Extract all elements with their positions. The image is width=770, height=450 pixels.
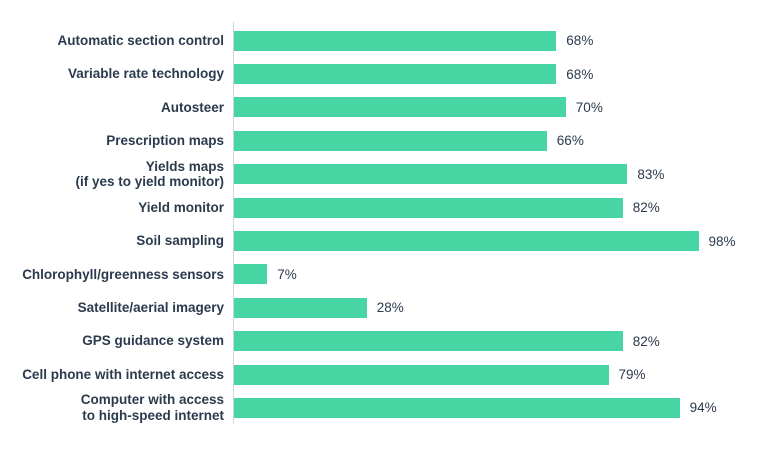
plot-area: 94% [233,397,770,418]
category-label: Automatic section control [57,32,224,48]
bar [234,164,628,185]
chart-row: Autosteer 70% [0,91,770,124]
category-label: Chlorophyll/greenness sensors [22,266,224,282]
chart-row: Cell phone with internet access 79% [0,358,770,391]
plot-area: 82% [233,197,770,218]
bar [234,30,557,51]
chart-row: Prescription maps 66% [0,124,770,157]
bar [234,130,547,151]
category-label: Yield monitor [138,199,224,215]
bar [234,197,623,218]
category-label: Variable rate technology [67,66,224,82]
plot-area: 70% [233,97,770,118]
value-label: 68% [566,33,594,49]
plot-area: 68% [233,64,770,85]
chart-row: Yield monitor 82% [0,191,770,224]
category-label: Cell phone with internet access [22,366,224,382]
bar-chart: Automatic section control 68% Variable r… [0,24,770,425]
value-label: 94% [689,400,717,416]
value-label: 7% [277,266,297,282]
chart-row: Computer with access to high-speed inter… [0,391,770,424]
value-label: 79% [618,367,646,383]
value-label: 68% [566,66,594,82]
plot-area: 83% [233,164,770,185]
value-label: 98% [708,233,736,249]
value-label: 70% [575,99,603,115]
chart-row: Automatic section control 68% [0,24,770,57]
plot-area: 79% [233,364,770,385]
plot-area: 98% [233,231,770,252]
bar [234,64,557,85]
category-label: Computer with access to high-speed inter… [80,392,224,423]
chart-row: GPS guidance system 82% [0,325,770,358]
plot-area: 7% [233,264,770,285]
plot-area: 82% [233,331,770,352]
value-label: 82% [632,333,660,349]
bar [234,397,680,418]
bar [234,331,623,352]
category-label: Yields maps (if yes to yield monitor) [75,158,224,190]
bar [234,297,367,318]
chart-row: Satellite/aerial imagery 28% [0,291,770,324]
value-label: 28% [376,300,404,316]
bar [234,97,566,118]
chart-row: Yields maps (if yes to yield monitor) 83… [0,158,770,191]
category-label: GPS guidance system [82,333,224,349]
value-label: 82% [632,200,660,216]
chart-row: Variable rate technology 68% [0,57,770,90]
value-label: 83% [637,166,665,182]
category-label: Autosteer [160,99,224,115]
chart-rows: Automatic section control 68% Variable r… [0,24,770,425]
plot-area: 68% [233,30,770,51]
y-axis-line [233,22,234,424]
chart-row: Soil sampling 98% [0,224,770,257]
value-label: 66% [556,133,584,149]
bar [234,231,699,252]
bar [234,264,268,285]
plot-area: 66% [233,130,770,151]
category-label: Prescription maps [106,133,224,149]
plot-area: 28% [233,297,770,318]
category-label: Satellite/aerial imagery [77,300,224,316]
bar [234,364,609,385]
chart-row: Chlorophyll/greenness sensors 7% [0,258,770,291]
category-label: Soil sampling [136,233,224,249]
